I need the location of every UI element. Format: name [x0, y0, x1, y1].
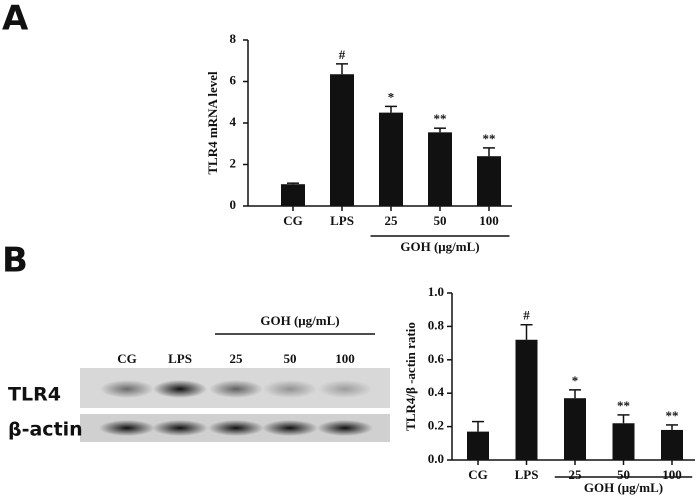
bar	[467, 431, 489, 460]
significance-mark: **	[666, 408, 679, 423]
x-tick-label: 25	[569, 467, 583, 482]
x-tick-label: 50	[617, 467, 630, 482]
group-label: GOH (μg/mL)	[584, 480, 663, 495]
y-tick-label: 0.4	[428, 384, 445, 399]
significance-mark: **	[434, 111, 447, 126]
lane-label: 50	[284, 351, 297, 366]
significance-mark: *	[572, 373, 579, 388]
row-label: β-actin	[8, 419, 83, 441]
western-blot: GOH (μg/mL) TLR4 β-actin	[8, 313, 390, 442]
x-tick-label: CG	[283, 213, 303, 228]
significance-mark: *	[388, 89, 395, 104]
y-axis-label: TLR4 mRNA level	[205, 71, 220, 175]
significance-mark: #	[339, 47, 346, 62]
y-tick-label: 2	[230, 155, 237, 170]
band	[317, 420, 373, 436]
lane-label: 100	[335, 351, 355, 366]
group-label: GOH (μg/mL)	[400, 239, 479, 254]
bar	[564, 398, 586, 460]
lane-label: LPS	[168, 351, 192, 366]
band	[100, 380, 154, 398]
band	[99, 420, 155, 436]
y-tick-label: 6	[230, 72, 237, 87]
y-tick-label: 0.2	[428, 418, 444, 433]
bar	[428, 132, 452, 206]
x-tick-label: 50	[434, 213, 447, 228]
x-tick-label: LPS	[515, 467, 539, 482]
y-tick-label: 0.0	[428, 451, 444, 466]
band	[263, 380, 317, 398]
band	[318, 380, 372, 398]
significance-mark: **	[483, 131, 496, 146]
bar	[281, 184, 305, 206]
x-tick-label: CG	[468, 467, 488, 482]
band	[208, 420, 264, 436]
y-axis-label: TLR4/β -actin ratio	[403, 322, 418, 431]
band	[209, 380, 263, 398]
group-label: GOH (μg/mL)	[260, 313, 339, 328]
significance-mark: **	[617, 398, 630, 413]
x-tick-label: 25	[385, 213, 399, 228]
bar	[612, 423, 635, 460]
x-tick-label: LPS	[330, 213, 354, 228]
lane-label: 25	[230, 351, 244, 366]
y-tick-label: 0	[230, 197, 237, 212]
y-tick-label: 0.6	[428, 351, 445, 366]
bar	[477, 156, 501, 206]
y-tick-label: 4	[230, 114, 237, 129]
bar	[515, 339, 538, 460]
row-label: TLR4	[8, 384, 61, 406]
bar	[379, 112, 403, 206]
panel-label: A	[2, 0, 29, 39]
x-tick-label: 100	[479, 213, 499, 228]
significance-mark: #	[523, 308, 530, 323]
y-tick-label: 1.0	[428, 284, 444, 299]
band	[152, 420, 208, 436]
band	[262, 420, 318, 436]
bar	[661, 429, 683, 460]
panel-label: B	[2, 241, 28, 281]
lane-label: CG	[117, 351, 137, 366]
band	[153, 380, 207, 398]
y-tick-label: 8	[230, 31, 237, 46]
bar	[330, 74, 354, 206]
x-tick-label: 100	[662, 467, 682, 482]
y-tick-label: 0.8	[428, 317, 445, 332]
